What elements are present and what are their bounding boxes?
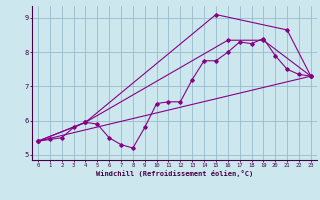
X-axis label: Windchill (Refroidissement éolien,°C): Windchill (Refroidissement éolien,°C): [96, 170, 253, 177]
